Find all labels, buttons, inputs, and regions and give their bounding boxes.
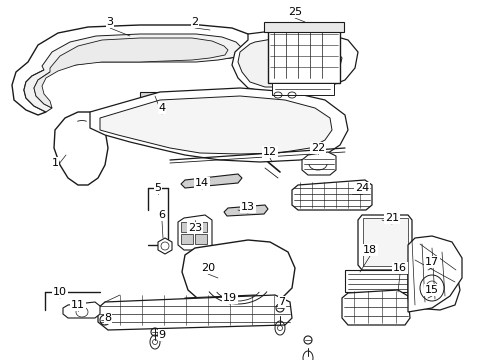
Text: 18: 18 bbox=[362, 245, 376, 255]
Text: 10: 10 bbox=[53, 287, 67, 297]
Polygon shape bbox=[302, 152, 335, 175]
Polygon shape bbox=[182, 240, 294, 312]
Polygon shape bbox=[181, 174, 242, 188]
Text: 1: 1 bbox=[51, 158, 59, 168]
Polygon shape bbox=[224, 205, 267, 216]
Text: 9: 9 bbox=[158, 330, 165, 340]
Polygon shape bbox=[98, 295, 291, 330]
Text: 8: 8 bbox=[104, 313, 111, 323]
Text: 7: 7 bbox=[278, 297, 285, 307]
Text: 19: 19 bbox=[223, 293, 237, 303]
Polygon shape bbox=[238, 38, 341, 87]
Polygon shape bbox=[407, 236, 461, 312]
Text: 12: 12 bbox=[263, 147, 277, 157]
Bar bbox=[264, 22, 343, 32]
Polygon shape bbox=[12, 25, 256, 115]
Text: 4: 4 bbox=[158, 103, 165, 113]
Text: 25: 25 bbox=[287, 7, 302, 17]
Bar bbox=[181, 234, 193, 244]
Polygon shape bbox=[34, 38, 227, 108]
Text: 5: 5 bbox=[154, 183, 161, 193]
Text: 13: 13 bbox=[241, 202, 254, 212]
Polygon shape bbox=[24, 34, 242, 112]
Polygon shape bbox=[407, 264, 459, 310]
Polygon shape bbox=[63, 302, 100, 318]
Text: 20: 20 bbox=[201, 263, 215, 273]
Text: 14: 14 bbox=[195, 178, 209, 188]
Polygon shape bbox=[158, 238, 172, 254]
Polygon shape bbox=[178, 295, 271, 325]
Bar bbox=[140, 92, 170, 110]
Text: 22: 22 bbox=[310, 143, 325, 153]
Polygon shape bbox=[291, 180, 371, 210]
Text: 15: 15 bbox=[424, 285, 438, 295]
Polygon shape bbox=[100, 96, 331, 154]
Bar bbox=[195, 234, 206, 244]
Polygon shape bbox=[357, 215, 411, 270]
Bar bbox=[345, 270, 409, 292]
Text: 23: 23 bbox=[187, 223, 202, 233]
Text: 16: 16 bbox=[392, 263, 406, 273]
Polygon shape bbox=[178, 215, 212, 250]
Bar bbox=[271, 83, 333, 95]
Bar bbox=[267, 28, 339, 83]
Bar bbox=[195, 222, 206, 232]
Text: 6: 6 bbox=[158, 210, 165, 220]
Text: 21: 21 bbox=[384, 213, 398, 223]
Polygon shape bbox=[54, 112, 108, 185]
Text: 3: 3 bbox=[106, 17, 113, 27]
Text: 24: 24 bbox=[354, 183, 368, 193]
Text: 2: 2 bbox=[191, 17, 198, 27]
Bar bbox=[181, 222, 193, 232]
Polygon shape bbox=[90, 88, 347, 162]
Polygon shape bbox=[341, 290, 409, 325]
Polygon shape bbox=[231, 30, 357, 92]
Text: 11: 11 bbox=[71, 300, 85, 310]
Bar bbox=[362, 218, 407, 266]
Text: 17: 17 bbox=[424, 257, 438, 267]
